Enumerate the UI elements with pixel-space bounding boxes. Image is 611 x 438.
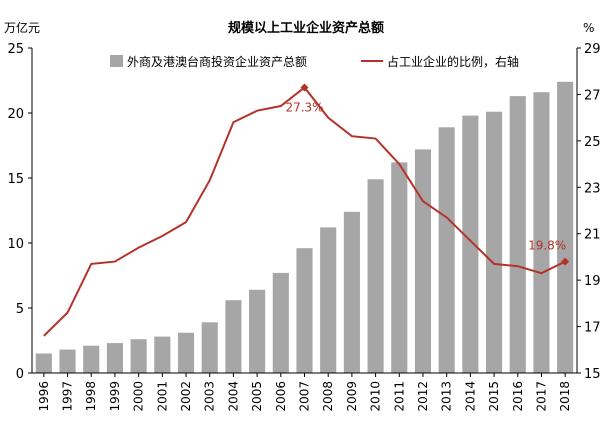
bar-2006: [272, 272, 289, 373]
x-tick-label: 2018: [558, 381, 572, 412]
left-tick-label: 5: [16, 302, 24, 317]
bar-2014: [462, 115, 479, 373]
bar-series: [35, 81, 574, 374]
legend-line-label: 占工业企业的比例，右轴: [387, 54, 519, 69]
x-tick-label: 2007: [298, 381, 312, 412]
bar-1999: [106, 343, 123, 373]
bar-2009: [343, 211, 360, 373]
x-tick-label: 2008: [321, 381, 335, 412]
annotation-marker-2018: [561, 257, 570, 266]
bar-2002: [177, 332, 195, 373]
left-tick-label: 20: [7, 107, 24, 122]
annotation-label-2018: 19.8%: [528, 239, 566, 253]
x-tick-label: 2004: [226, 381, 240, 412]
left-tick-label: 0: [16, 367, 24, 382]
right-tick-label: 17: [584, 321, 601, 336]
bar-2003: [201, 322, 218, 373]
bar-2011: [391, 162, 408, 373]
bar-2005: [249, 289, 266, 373]
bar-2001: [154, 336, 171, 373]
left-tick-label: 15: [7, 172, 24, 187]
bar-1996: [35, 353, 52, 373]
annotation-label-2007: 27.3%: [285, 100, 323, 114]
x-tick-label: 2010: [369, 381, 383, 412]
axes: 0 5 10 15 20 25 15 17 19 21 23 25 27 29 1996 1997 1998 19…: [7, 42, 600, 412]
bar-2010: [367, 179, 384, 373]
x-tick-label: 2012: [416, 381, 430, 412]
x-tick-label: 2016: [511, 381, 525, 412]
x-tick-label: 2015: [487, 381, 501, 412]
x-tick-label: 2001: [155, 381, 169, 412]
bar-2012: [414, 149, 432, 373]
x-tick-label: 2005: [250, 381, 264, 412]
right-tick-label: 21: [584, 228, 601, 243]
bar-2000: [130, 339, 147, 373]
left-tick-label: 10: [7, 237, 24, 252]
line-series: 27.3% 19.8%: [43, 83, 570, 337]
bar-1997: [59, 349, 76, 373]
x-tick-label: 1996: [37, 381, 51, 412]
right-tick-label: 29: [584, 42, 601, 57]
right-tick-label: 27: [584, 88, 601, 103]
bar-2015: [486, 111, 503, 373]
x-tick-label: 2000: [132, 381, 146, 412]
x-tick-label: 2009: [345, 381, 359, 412]
x-tick-label: 2002: [179, 381, 193, 412]
right-tick-label: 25: [584, 135, 601, 150]
bar-1998: [83, 345, 100, 373]
x-tick-label: 2011: [392, 381, 406, 412]
x-tick-label: 1999: [108, 381, 122, 412]
x-tick-label: 2003: [203, 381, 217, 412]
bar-2007: [296, 248, 313, 373]
annotation-marker-2007: [300, 83, 309, 92]
legend-bar-swatch: [110, 55, 123, 67]
bar-2018: [557, 81, 574, 374]
bar-2016: [509, 96, 526, 373]
x-tick-label: 2014: [463, 381, 477, 412]
right-tick-label: 19: [584, 274, 601, 289]
right-tick-label: 15: [584, 367, 601, 382]
bar-2017: [533, 92, 550, 373]
legend: 外商及港澳台商投资企业资产总额 占工业企业的比例，右轴: [110, 54, 519, 69]
x-tick-label: 2017: [534, 381, 548, 412]
legend-bar-label: 外商及港澳台商投资企业资产总额: [127, 54, 307, 69]
left-tick-label: 25: [7, 42, 24, 57]
left-axis-unit: 万亿元: [4, 20, 40, 35]
bar-2008: [320, 227, 337, 373]
x-tick-label: 2006: [274, 381, 288, 412]
bar-2004: [225, 300, 242, 373]
x-tick-label: 1997: [61, 381, 75, 412]
x-tick-label: 1998: [84, 381, 98, 412]
chart-title: 规模以上工业企业资产总额: [228, 20, 384, 36]
right-tick-label: 23: [584, 181, 601, 196]
bar-2013: [438, 127, 455, 373]
x-tick-label: 2013: [440, 381, 454, 412]
right-axis-unit: %: [583, 21, 594, 35]
